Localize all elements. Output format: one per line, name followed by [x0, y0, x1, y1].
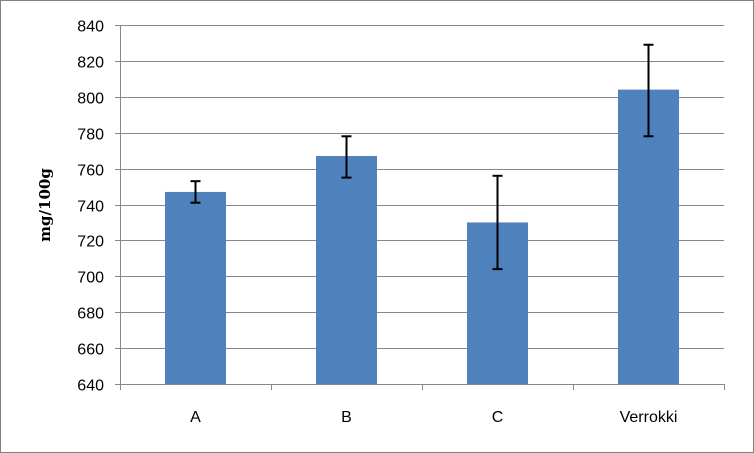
y-tick-label: 820: [77, 55, 104, 72]
y-tick-label: 780: [77, 127, 104, 144]
x-category-label: A: [190, 409, 201, 426]
y-axis-title: mg/100g: [36, 168, 54, 242]
y-tick-label: 640: [77, 378, 104, 395]
x-category-label: C: [492, 409, 504, 426]
y-tick-label: 700: [77, 270, 104, 287]
bar: [316, 156, 377, 384]
y-tick-label: 760: [77, 163, 104, 180]
y-tick-label: 840: [77, 19, 104, 36]
tick-labels: 640 660 680 700 720 740 760 780 800 820 840 A B C Verr…: [77, 19, 677, 427]
y-tick-label: 740: [77, 199, 104, 216]
bar: [618, 89, 679, 385]
x-category-label: B: [341, 409, 352, 426]
y-tick-label: 800: [77, 91, 104, 108]
y-tick-label: 720: [77, 234, 104, 251]
axes: [115, 25, 725, 390]
error-bars: [190, 43, 654, 271]
bars: [165, 89, 679, 385]
bar: [165, 191, 226, 384]
x-category-label: Verrokki: [620, 409, 678, 426]
y-tick-label: 660: [77, 342, 104, 359]
y-tick-label: 680: [77, 306, 104, 323]
